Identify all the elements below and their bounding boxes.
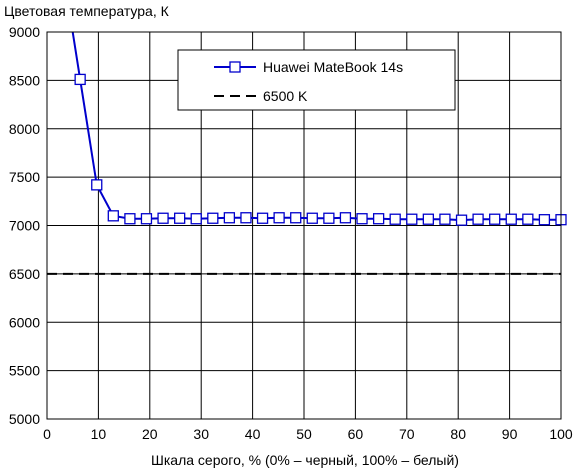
data-point-huawei	[339, 212, 352, 224]
x-tick-label: 50	[296, 426, 312, 442]
legend-box	[177, 49, 456, 111]
x-tick-labels: 0 10 20 30 40 50 60 70 80 90 100	[43, 426, 573, 442]
x-tick-label: 80	[450, 426, 466, 442]
data-point-huawei	[422, 213, 434, 225]
data-point-huawei	[174, 212, 186, 224]
data-point-huawei	[306, 212, 318, 224]
data-point-huawei	[91, 179, 103, 191]
x-tick-label: 60	[348, 426, 364, 442]
series-line-huawei	[71, 32, 561, 222]
legend: Huawei MateBook 14s 6500 K	[177, 49, 456, 111]
data-point-huawei	[74, 73, 86, 86]
x-tick-label: 10	[91, 426, 107, 442]
data-point-huawei	[372, 213, 385, 225]
y-axis-title: Цветовая температура, К	[4, 3, 170, 19]
data-point-huawei	[290, 212, 302, 224]
y-tick-labels: 5000 5500 6000 6500 7000 7500 8000 8500 9000	[9, 24, 40, 427]
legend-label-huawei: Huawei MateBook 14s	[263, 59, 403, 75]
data-point-huawei	[140, 213, 153, 225]
data-point-huawei	[190, 213, 202, 225]
data-point-huawei	[455, 214, 468, 226]
data-point-huawei	[406, 213, 418, 225]
x-tick-label: 40	[245, 426, 261, 442]
data-point-huawei	[505, 213, 517, 225]
data-point-huawei	[489, 213, 501, 225]
x-tick-label: 90	[502, 426, 518, 442]
x-tick-label: 100	[549, 426, 573, 442]
data-point-huawei	[207, 212, 219, 224]
x-tick-label: 70	[399, 426, 415, 442]
x-tick-label: 30	[193, 426, 209, 442]
y-tick-label: 5000	[9, 411, 40, 427]
x-axis-title: Шкала серого, % (0% – черный, 100% – бел…	[151, 452, 459, 468]
plot-frame	[46, 31, 562, 420]
x-tick-label: 0	[43, 426, 51, 442]
y-tick-label: 8000	[9, 121, 40, 137]
data-point-huawei	[356, 213, 368, 225]
data-point-huawei	[223, 212, 236, 224]
y-tick-label: 6000	[9, 314, 40, 330]
y-tick-label: 5500	[9, 363, 40, 379]
data-point-huawei	[389, 213, 401, 225]
data-point-huawei	[472, 213, 484, 225]
data-point-huawei	[522, 213, 534, 225]
data-point-huawei	[273, 212, 285, 224]
data-point-huawei	[538, 214, 551, 226]
data-point-huawei	[323, 212, 335, 224]
data-point-huawei	[240, 212, 252, 224]
data-point-huawei	[157, 212, 169, 224]
x-tick-label: 20	[142, 426, 158, 442]
y-tick-label: 8500	[9, 72, 40, 88]
y-tick-label: 7000	[9, 218, 40, 234]
y-tick-label: 7500	[9, 169, 40, 185]
data-point-huawei	[107, 210, 119, 222]
legend-label-6500k: 6500 K	[263, 88, 308, 104]
data-point-huawei	[256, 212, 269, 224]
data-point-huawei	[439, 213, 451, 225]
y-tick-label: 9000	[9, 24, 40, 40]
data-point-huawei	[124, 213, 136, 225]
y-tick-label: 6500	[9, 266, 40, 282]
legend-marker-huawei	[229, 61, 241, 73]
